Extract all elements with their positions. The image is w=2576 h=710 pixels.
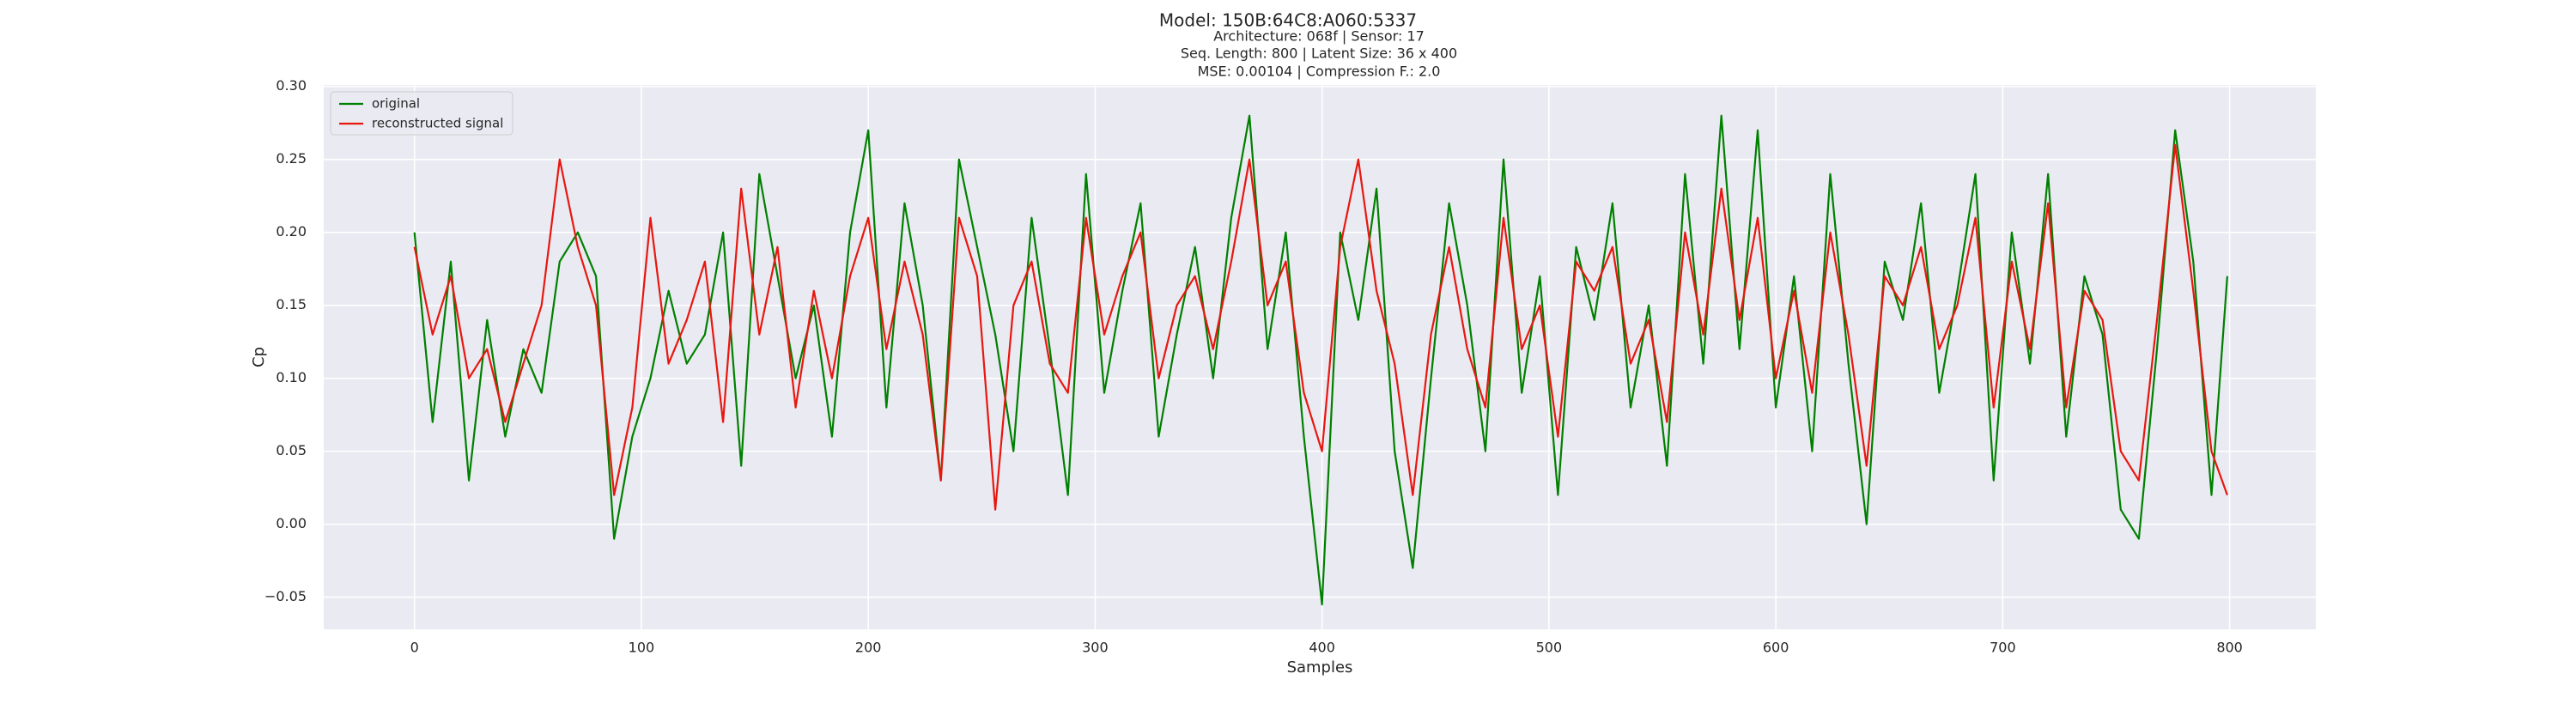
y-axis-label: Cp [250,347,268,367]
y-tick-label: 0.00 [276,515,307,531]
x-axis-label: Samples [1287,658,1353,677]
y-tick-label: −0.05 [264,588,307,604]
x-tick-label: 100 [629,640,655,656]
x-tick-label: 800 [2216,640,2243,656]
x-tick-label: 0 [410,640,419,656]
y-tick-label: 0.05 [276,442,307,458]
y-tick-label: 0.20 [276,223,307,240]
data-line [413,143,2228,511]
y-tick-label: 0.25 [276,150,307,167]
x-tick-label: 300 [1082,640,1109,656]
y-tick-label: 0.15 [276,296,307,313]
legend-label: reconstructed signal [372,116,503,131]
chart-subtitle: Architecture: 068f | Sensor: 17 [1213,28,1425,45]
legend: original reconstructed signal [330,91,513,136]
y-tick-label: 0.30 [276,77,307,94]
x-tick-label: 400 [1309,640,1335,656]
x-tick-label: 200 [855,640,882,656]
plot-area [324,85,2316,629]
data-line [413,114,2228,606]
x-tick-label: 600 [1763,640,1789,656]
chart-title: Model: 150B:64C8:A060:5337 [1159,10,1417,31]
legend-box [330,91,513,136]
legend-label: original [372,96,420,112]
x-tick-label: 500 [1536,640,1563,656]
chart-subtitle: MSE: 0.00104 | Compression F.: 2.0 [1198,64,1441,80]
y-tick-label: 0.10 [276,369,307,385]
x-tick-label: 700 [1990,640,2016,656]
chart-subtitle: Seq. Length: 800 | Latent Size: 36 x 400 [1181,46,1457,62]
